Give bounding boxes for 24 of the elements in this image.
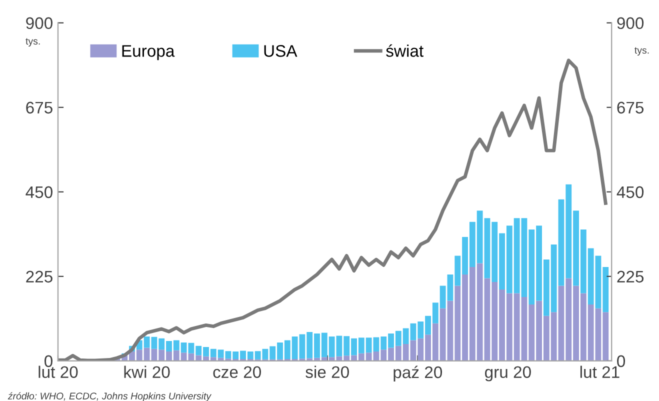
y-axis-title: tys. xyxy=(26,38,40,47)
y-tick-label: 450 xyxy=(26,186,52,198)
y2-tick-label: 0 xyxy=(617,355,626,368)
x-tick-label: lut 21 xyxy=(580,366,620,378)
y2-tick-label: 225 xyxy=(617,270,644,283)
y2-tick-label: 900 xyxy=(617,17,644,30)
x-tick-label: paź 20 xyxy=(394,366,442,382)
y2-axis-title: tys. xyxy=(634,47,649,56)
x-tick-label: cze 20 xyxy=(213,366,261,378)
legend-label: świat xyxy=(386,44,424,57)
y2-tick-label: 450 xyxy=(616,186,644,198)
x-tick-label: lut 20 xyxy=(38,366,78,378)
x-tick-label: sie 20 xyxy=(306,366,349,378)
text: źródło: WHO, ECDC, Johns Hopkins University xyxy=(8,392,212,401)
y-tick-label: 225 xyxy=(26,270,52,283)
x-tick-label: gru 20 xyxy=(485,366,531,382)
y-tick-label: 0 xyxy=(44,355,52,368)
y2-tick-label: 675 xyxy=(617,102,644,114)
legend-label: Europa xyxy=(122,45,175,60)
x-tick-label: kwi 20 xyxy=(124,366,170,378)
y-tick-label: 900 xyxy=(26,17,52,30)
legend-label: USA xyxy=(264,45,298,57)
line-series xyxy=(58,58,608,361)
y-tick-label: 675 xyxy=(26,102,52,114)
